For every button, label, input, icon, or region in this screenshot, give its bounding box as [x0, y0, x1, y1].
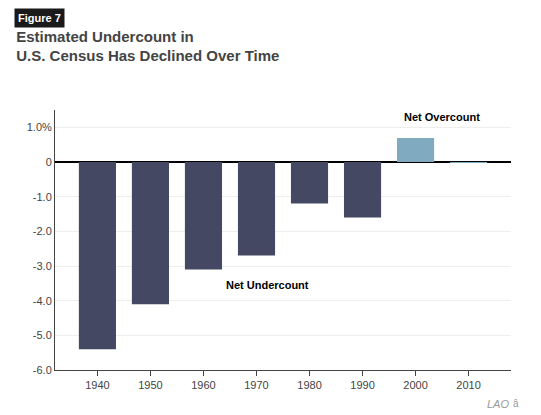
svg-text:1960: 1960 — [191, 379, 215, 391]
svg-text:2010: 2010 — [456, 379, 480, 391]
svg-text:-6.0: -6.0 — [33, 364, 52, 376]
svg-text:-4.0: -4.0 — [33, 295, 52, 307]
svg-text:Net Undercount: Net Undercount — [226, 279, 309, 291]
svg-text:LAO: LAO — [487, 398, 509, 410]
svg-text:1.0%: 1.0% — [27, 121, 52, 133]
svg-text:Net Overcount: Net Overcount — [404, 111, 480, 123]
svg-text:1950: 1950 — [138, 379, 162, 391]
svg-text:-3.0: -3.0 — [33, 260, 52, 272]
svg-text:-5.0: -5.0 — [33, 329, 52, 341]
svg-text:1940: 1940 — [85, 379, 109, 391]
svg-text:1980: 1980 — [297, 379, 321, 391]
svg-text:â: â — [513, 398, 519, 409]
svg-text:0: 0 — [46, 156, 52, 168]
svg-text:Estimated Undercount inU.S. Ce: Estimated Undercount inU.S. Census Has D… — [16, 28, 279, 65]
svg-text:-1.0: -1.0 — [33, 191, 52, 203]
svg-text:1990: 1990 — [350, 379, 374, 391]
svg-text:-2.0: -2.0 — [33, 225, 52, 237]
svg-text:Figure 7: Figure 7 — [18, 12, 61, 24]
svg-text:2000: 2000 — [403, 379, 427, 391]
svg-text:1970: 1970 — [244, 379, 268, 391]
